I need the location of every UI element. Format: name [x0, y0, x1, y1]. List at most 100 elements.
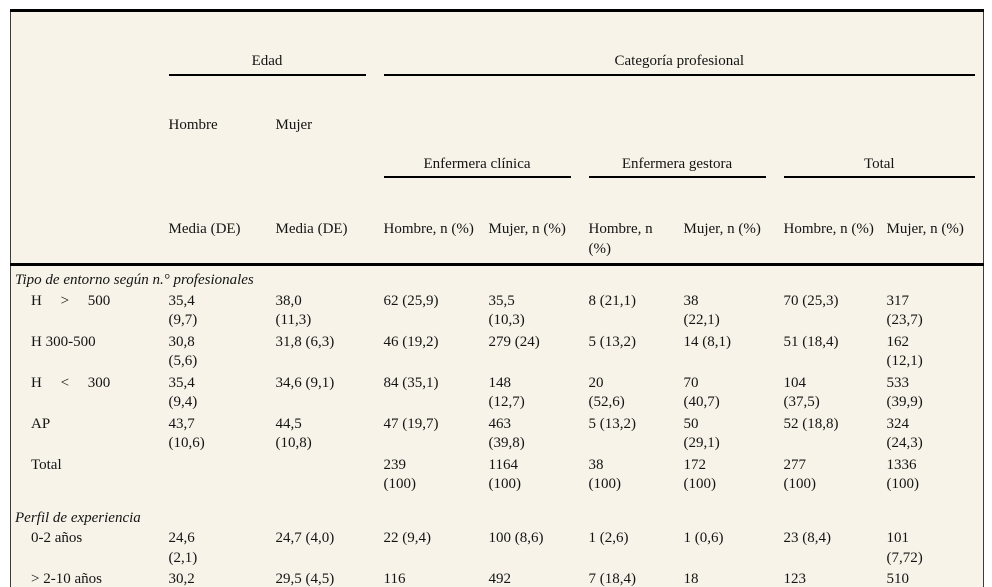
header-group-edad: Edad — [168, 11, 384, 115]
row-label: H 300-500 — [31, 333, 96, 350]
header-group-total-label: Total — [783, 155, 976, 178]
data-cell: 34,6 (9,1) — [275, 374, 335, 391]
row-label: H > 500 — [31, 292, 111, 309]
table-row: H < 300 35,4 (9,4) 34,6 (9,1) 84 (35,1) 148 … — [11, 374, 984, 415]
table-row: 0-2 años 24,6 (2,1) 24,7 (4,0) 22 (9,4) 100 … — [11, 529, 984, 570]
data-cell: 38,0 (11,3) — [275, 292, 312, 329]
data-cell — [276, 456, 384, 497]
demographics-table: Edad Categoría profesional Hombre Mujer … — [10, 9, 985, 587]
table-header: Edad Categoría profesional Hombre Mujer … — [10, 11, 984, 266]
data-cell: 84 (35,1) — [383, 374, 439, 391]
col-header-edad-mujer-media: Media (DE) — [275, 217, 384, 266]
section-header-row: Tipo de entorno según n.° profesionales — [11, 265, 984, 292]
row-label: AP — [31, 415, 51, 432]
data-cell: 35,4 (9,4) — [168, 374, 198, 411]
col-header-gestora-mujer: Mujer, n (%) — [683, 217, 784, 266]
header-empty — [11, 115, 169, 218]
data-cell: 324 (24,3) — [886, 415, 923, 452]
header-row-leaf: Media (DE) Media (DE) Hombre, n (%) Muje… — [10, 217, 984, 266]
data-cell: 239 (100) — [383, 456, 417, 493]
data-cell: 123 (45,2) — [783, 571, 807, 587]
row-label: > 2-10 años — [31, 571, 102, 587]
section-title: Tipo de entorno según n.° profesionales — [15, 272, 254, 288]
data-cell: 1 (2,6) — [588, 530, 629, 546]
data-cell: 510 (38,9) — [886, 571, 910, 587]
data-cell: 24,6 (2,1) — [168, 530, 198, 566]
table-row: H 300-500 30,8 (5,6) 31,8 (6,3) 46 (19,2) 27… — [11, 333, 984, 374]
data-cell: 51 (18,4) — [783, 333, 839, 350]
data-cell: 50 (29,1) — [683, 415, 720, 452]
data-cell: 18 (11,9) — [683, 571, 699, 587]
header-group-categoria-profesional: Categoría profesional — [383, 11, 984, 115]
row-label: 0-2 años — [31, 530, 83, 546]
data-cell: 533 (39,9) — [886, 374, 923, 411]
section-title: Perfil de experiencia — [15, 509, 141, 526]
data-cell: 492 (42,5) — [488, 571, 512, 587]
data-cell: 162 (12,1) — [886, 333, 923, 370]
data-cell: 317 (23,7) — [886, 292, 923, 329]
data-cell: 22 (9,4) — [383, 530, 432, 546]
header-row-groups-sub: Hombre Mujer Enfermera clínica Enfermera… — [11, 115, 984, 218]
data-cell: 1 (0,6) — [683, 530, 724, 546]
header-group-enfermera-gestora: Enfermera gestora — [588, 115, 784, 218]
data-cell: 20 (52,6) — [588, 374, 625, 411]
col-header-clinica-mujer: Mujer, n (%) — [488, 217, 589, 266]
col-header-clinica-hombre: Hombre, n (%) — [383, 217, 489, 266]
data-cell: 43,7 (10,6) — [168, 415, 205, 452]
table-row: > 2-10 años 30,2 (4,2) 29,5 (4,5) 116 (49,5… — [11, 570, 984, 587]
table-row: Total 239 (100) 1164 (100) 38 (100) 172 (100… — [11, 456, 984, 497]
data-cell: 24,7 (4,0) — [275, 530, 335, 546]
col-header-total-hombre: Hombre, n (%) — [783, 217, 887, 266]
header-group-enfermera-clinica: Enfermera clínica — [383, 115, 589, 218]
data-cell: 279 (24) — [488, 333, 540, 350]
col-header-total-mujer: Mujer, n (%) — [886, 217, 984, 266]
header-mujer-edad: Mujer — [275, 116, 313, 133]
data-cell: 31,8 (6,3) — [275, 333, 335, 350]
header-empty — [10, 217, 169, 266]
header-hombre-edad: Hombre — [168, 116, 218, 133]
data-cell: 35,4 (9,7) — [168, 292, 198, 329]
col-header-edad-hombre-media: Media (DE) — [168, 217, 276, 266]
data-cell: 30,2 (4,2) — [168, 571, 195, 587]
row-label: H < 300 — [31, 374, 111, 391]
data-cell: 62 (25,9) — [383, 292, 439, 309]
data-cell: 5 (13,2) — [588, 415, 637, 432]
data-cell: 277 (100) — [783, 456, 817, 493]
col-header-gestora-hombre: Hombre, n (%) — [588, 217, 684, 266]
header-group-enfermera-gestora-label: Enfermera gestora — [588, 155, 766, 178]
table-body: Tipo de entorno según n.° profesionales H… — [11, 265, 984, 587]
header-group-total: Total — [783, 115, 984, 218]
data-cell: 148 (12,7) — [488, 374, 525, 411]
header-row-groups-top: Edad Categoría profesional — [11, 11, 984, 115]
data-cell: 38 (22,1) — [683, 292, 720, 329]
data-cell: 104 (37,5) — [783, 374, 820, 411]
data-cell: 46 (19,2) — [383, 333, 439, 350]
data-cell: 38 (100) — [588, 456, 622, 493]
data-cell — [169, 456, 276, 497]
header-corner-empty — [11, 11, 169, 115]
header-group-edad-label: Edad — [168, 52, 366, 76]
header-group-enfermera-clinica-label: Enfermera clínica — [383, 155, 571, 178]
data-cell: 70 (25,3) — [783, 292, 839, 309]
data-cell: 23 (8,4) — [783, 530, 832, 546]
data-cell: 35,5 (10,3) — [488, 292, 525, 329]
data-cell: 1164 (100) — [488, 456, 522, 493]
data-cell: 1336 (100) — [886, 456, 920, 493]
row-label: Total — [31, 456, 62, 473]
data-cell: 29,5 (4,5) — [275, 571, 335, 587]
data-cell: 100 (8,6) — [488, 530, 544, 546]
data-cell: 116 (49,5) — [383, 571, 406, 587]
data-cell: 30,8 (5,6) — [168, 333, 198, 370]
header-group-categoria-label: Categoría profesional — [383, 52, 976, 76]
data-cell: 44,5 (10,8) — [275, 415, 312, 452]
section-header-row: Perfil de experiencia — [11, 497, 984, 530]
table-row: AP 43,7 (10,6) 44,5 (10,8) 47 (19,7) 463 (39… — [11, 415, 984, 456]
data-cell: 7 (18,4) — [588, 571, 637, 587]
data-cell: 47 (19,7) — [383, 415, 439, 432]
data-cell: 70 (40,7) — [683, 374, 720, 411]
table-row: H > 500 35,4 (9,7) 38,0 (11,3) 62 (25,9) 35,… — [11, 292, 984, 333]
data-cell: 172 (100) — [683, 456, 717, 493]
data-cell: 5 (13,2) — [588, 333, 637, 350]
data-cell: 52 (18,8) — [783, 415, 839, 432]
